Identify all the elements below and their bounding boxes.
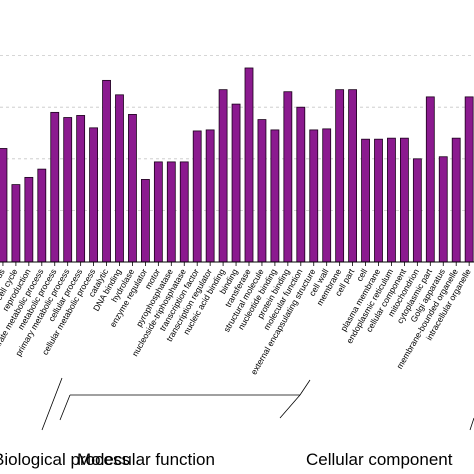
bar <box>205 129 215 263</box>
bar <box>412 158 422 263</box>
bar <box>0 148 8 263</box>
bar <box>63 117 73 263</box>
bar <box>115 94 124 263</box>
bar <box>348 89 358 263</box>
bar <box>283 91 293 263</box>
bar <box>464 96 474 263</box>
bar <box>89 127 98 263</box>
bar <box>76 115 86 263</box>
bar <box>270 129 280 263</box>
bar <box>451 137 461 263</box>
bar <box>102 79 111 263</box>
bar <box>140 179 150 263</box>
bar <box>218 89 228 263</box>
bar <box>192 130 202 263</box>
x-tick-marks <box>2 262 470 266</box>
bar <box>50 111 60 263</box>
bar <box>24 176 34 263</box>
bar <box>166 161 176 263</box>
bar <box>128 114 137 263</box>
bar <box>244 67 254 263</box>
group-label-molecular-function: Molecular function <box>77 450 215 469</box>
bar <box>11 184 21 263</box>
bar <box>399 137 409 263</box>
bar <box>425 96 435 263</box>
bar <box>387 137 396 263</box>
group-bracket-line <box>299 379 311 396</box>
group-bracket-line <box>279 394 301 419</box>
bar <box>179 161 189 263</box>
bar <box>257 119 267 263</box>
bar <box>322 128 332 263</box>
bar <box>309 129 319 263</box>
group-bracket-line <box>469 417 474 431</box>
group-bracket-line <box>59 394 71 421</box>
group-label-cellular-component: Cellular component <box>306 450 453 469</box>
bar <box>231 103 241 263</box>
group-label-biological-process: Biological process <box>0 450 130 469</box>
bars <box>0 67 474 263</box>
x-tick-labels: biological processresponse to biotic sti… <box>0 266 473 376</box>
bar <box>296 106 306 263</box>
bar <box>374 138 383 263</box>
group-brackets <box>41 377 474 431</box>
bar <box>37 168 47 263</box>
group-bracket-line <box>41 377 63 431</box>
bar <box>361 138 370 263</box>
bar <box>153 161 163 263</box>
bar <box>335 89 345 263</box>
bar <box>438 156 448 263</box>
